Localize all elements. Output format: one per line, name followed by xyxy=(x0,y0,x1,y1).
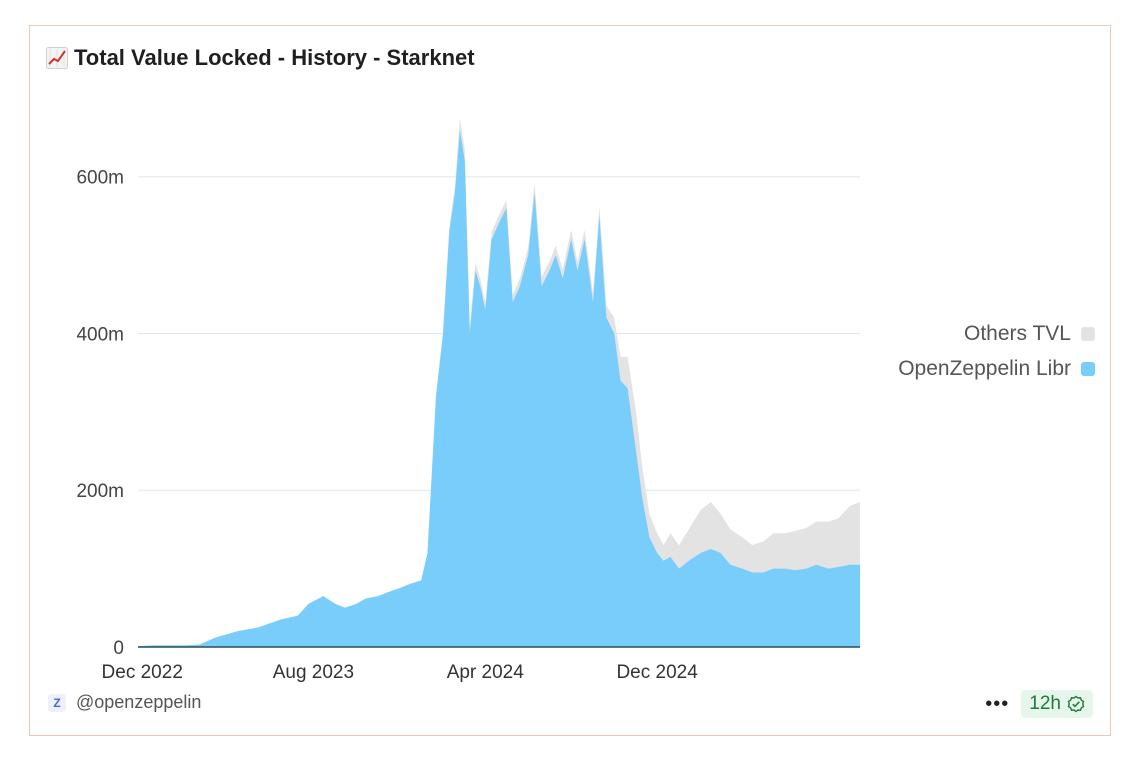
y-tick-label: 600m xyxy=(76,168,124,189)
x-tick-label: Dec 2022 xyxy=(102,662,183,683)
verified-check-icon xyxy=(1067,695,1085,713)
chart-legend: Others TVL OpenZeppelin Libr xyxy=(870,316,1095,386)
x-tick-label: Apr 2024 xyxy=(447,662,525,683)
chart-card: Total Value Locked - History - Starknet … xyxy=(29,25,1111,736)
tvl-area-chart: 0 200m 400m 600m Dec 2022 Aug 2023 Apr 2024 Dec… xyxy=(76,117,860,683)
y-tick-label: 400m xyxy=(76,324,124,345)
openzeppelin-logo-icon: Z xyxy=(48,693,66,712)
legend-item[interactable]: Others TVL xyxy=(870,316,1095,351)
x-tick-label: Dec 2024 xyxy=(616,662,698,683)
footer-actions: ••• 12h xyxy=(985,690,1093,718)
author-handle[interactable]: @openzeppelin xyxy=(76,692,202,712)
chart-title: Total Value Locked - History - Starknet xyxy=(74,45,475,70)
legend-label: Others TVL xyxy=(964,321,1071,345)
chart-title-row: Total Value Locked - History - Starknet xyxy=(46,45,475,71)
legend-item[interactable]: OpenZeppelin Libr xyxy=(870,351,1095,386)
legend-swatch xyxy=(1081,361,1095,376)
openzeppelin-tvl-area xyxy=(138,129,860,647)
refresh-status-badge[interactable]: 12h xyxy=(1021,690,1093,718)
chart-increasing-icon xyxy=(46,47,68,69)
y-tick-label: 200m xyxy=(76,481,124,502)
x-tick-label: Aug 2023 xyxy=(273,662,354,683)
y-tick-label: 0 xyxy=(113,638,124,659)
legend-label: OpenZeppelin Libr xyxy=(898,356,1071,380)
footer-attribution: Z @openzeppelin xyxy=(48,692,201,713)
more-options-button[interactable]: ••• xyxy=(985,693,1010,715)
legend-swatch xyxy=(1081,326,1095,341)
refresh-interval-label: 12h xyxy=(1029,693,1061,714)
